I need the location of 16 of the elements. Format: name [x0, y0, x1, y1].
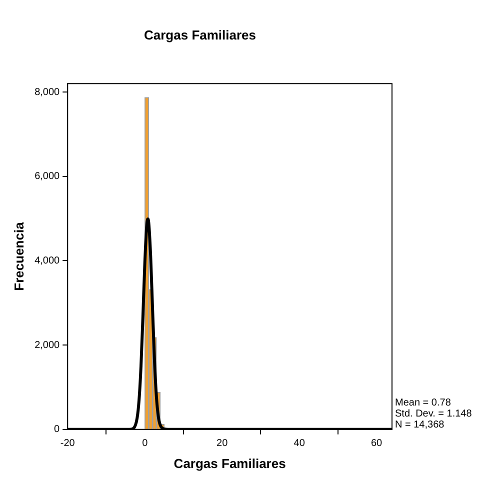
x-tick-label: 40	[294, 438, 306, 450]
chart-title: Cargas Familiares	[144, 27, 256, 42]
x-tick-label: 0	[142, 438, 148, 450]
text: Std. Dev. = 1.148	[395, 408, 472, 420]
y-tick-label: 4,000	[34, 255, 60, 266]
y-tick-label: 2,000	[34, 340, 60, 351]
y-tick-label: 0	[54, 424, 60, 436]
text: N = 14,368	[395, 419, 445, 430]
text: Mean = 0.78	[395, 397, 452, 408]
x-tick-label: 20	[216, 438, 228, 450]
x-axis-title: Cargas Familiares	[174, 456, 286, 471]
y-tick-label: 8,000	[34, 86, 60, 98]
y-tick-label: 6,000	[34, 171, 60, 182]
y-axis-title: Frecuencia	[11, 221, 26, 291]
x-tick-label: -20	[60, 438, 76, 450]
x-tick-label: 60	[370, 438, 383, 450]
